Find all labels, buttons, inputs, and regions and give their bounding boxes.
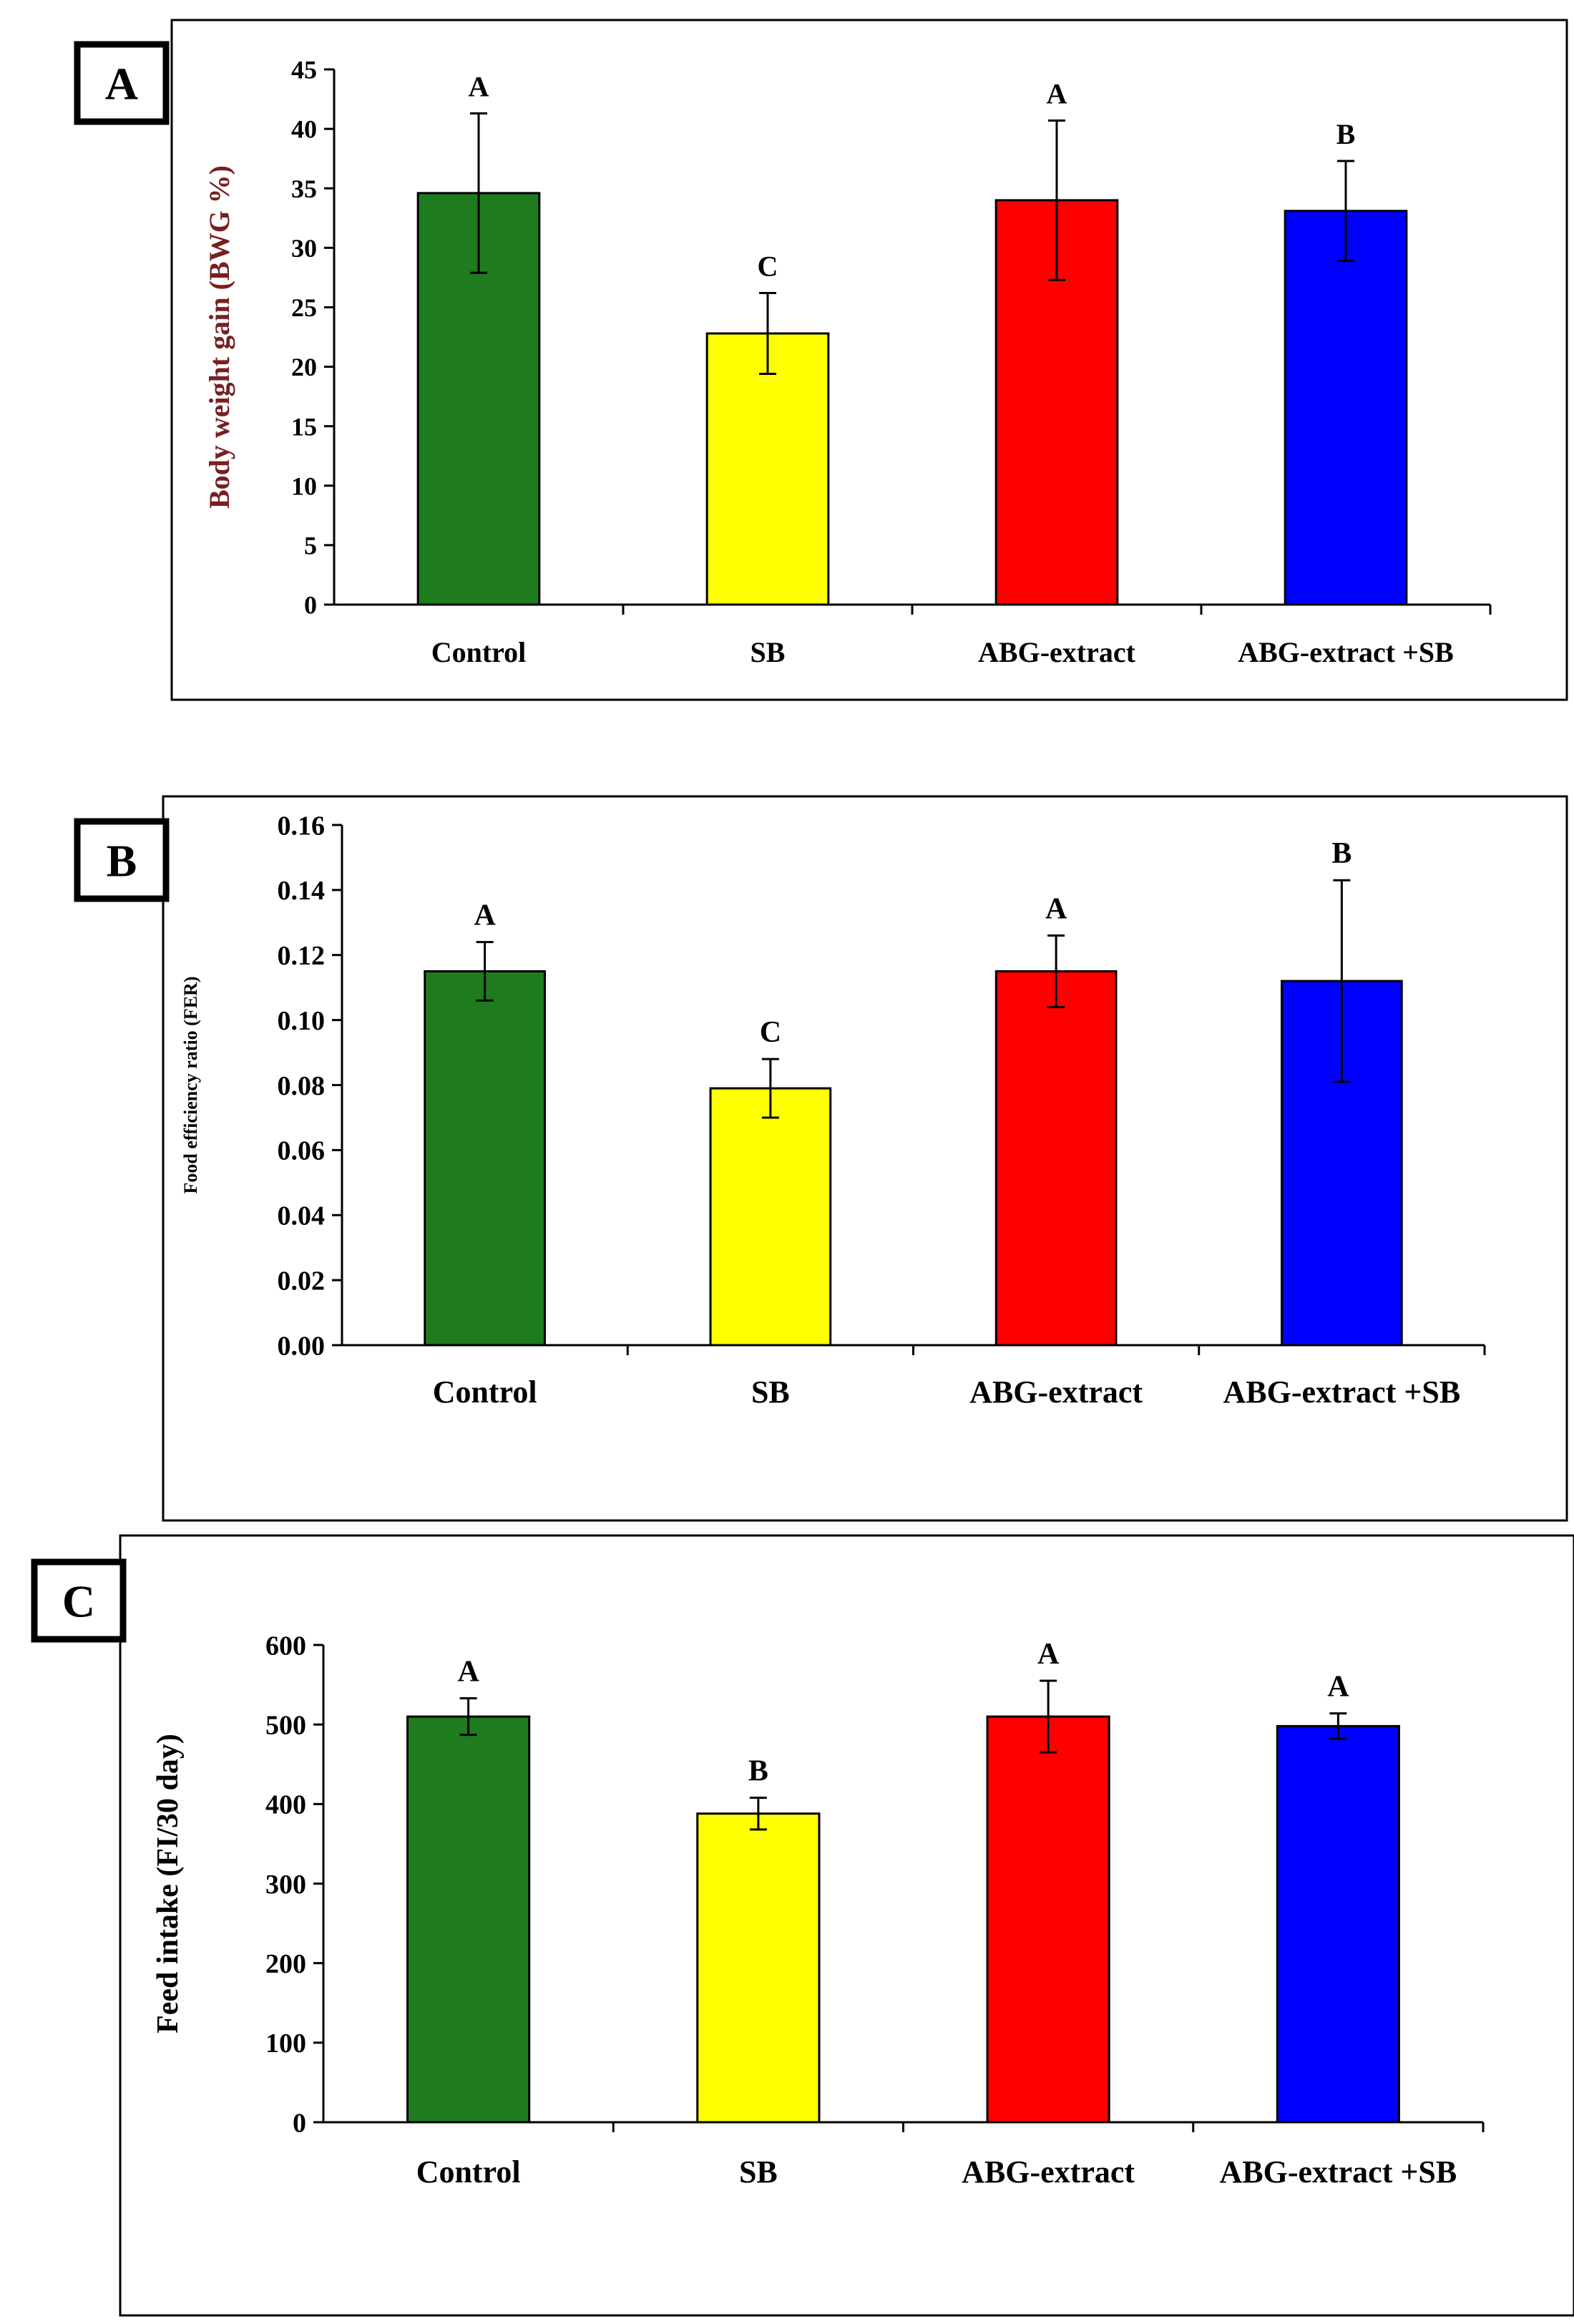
y-axis-label: Feed intake (FI/30 day) — [152, 1734, 185, 2034]
bar-sb — [705, 332, 830, 606]
y-tick-label: 45 — [291, 56, 317, 84]
significance-label: B — [1331, 837, 1351, 870]
significance-label: B — [748, 1754, 768, 1787]
panel-label: B — [107, 835, 137, 886]
y-tick-label: 0.16 — [278, 811, 326, 841]
y-tick-label: 600 — [265, 1631, 306, 1661]
y-tick-label: 0.04 — [278, 1201, 326, 1231]
panel-b: B 0.00 0.02 0.04 0.06 0.08 0.10 0.12 0.14 0.16 Foo… — [74, 795, 1568, 1522]
panel-a: A 0 5 10 15 20 25 30 35 40 45 Body weight gain (BWG… — [74, 19, 1568, 701]
y-tick-label: 100 — [265, 2028, 306, 2059]
significance-label: A — [457, 1655, 479, 1688]
bar-control — [406, 1715, 531, 2124]
y-tick-label: 15 — [291, 412, 317, 441]
bar-abg-extract — [986, 1715, 1110, 2124]
bar-control — [424, 970, 546, 1347]
y-tick-label: 40 — [291, 115, 317, 144]
y-axis-label: Body weight gain (BWG %) — [203, 165, 235, 509]
y-tick-label: 0 — [304, 591, 317, 620]
category-label: ABG-extract +SB — [1219, 2154, 1457, 2189]
significance-label: A — [1045, 892, 1067, 925]
significance-label: A — [1327, 1671, 1349, 1704]
panel-label-box — [74, 41, 170, 125]
y-tick-label: 0.12 — [278, 941, 326, 971]
panel-c: C 0 100 200 300 400 500 600 Feed intake (FI/30 d… — [31, 1534, 1574, 2317]
y-tick-label: 5 — [304, 531, 317, 560]
category-label: Control — [416, 2154, 521, 2189]
y-tick-label: 0.00 — [278, 1331, 326, 1361]
significance-label: A — [1047, 77, 1067, 109]
y-tick-label: 35 — [291, 175, 317, 203]
panel-label-box — [31, 1558, 127, 1643]
category-label: SB — [751, 1375, 790, 1410]
y-tick-label: 10 — [291, 472, 317, 500]
significance-label: C — [760, 1016, 781, 1049]
panel-frame — [119, 1534, 1574, 2317]
panel-label: A — [105, 58, 138, 109]
category-label: ABG-extract +SB — [1238, 636, 1454, 668]
category-label: ABG-extract +SB — [1223, 1375, 1460, 1410]
category-label: ABG-extract — [969, 1375, 1143, 1410]
y-tick-label: 0.02 — [278, 1266, 326, 1296]
y-tick-label: 0 — [293, 2108, 306, 2138]
panel-frame — [162, 795, 1568, 1522]
bar-abg-extract-sb — [1276, 1724, 1400, 2124]
y-tick-label: 300 — [265, 1870, 306, 1900]
y-tick-label: 500 — [265, 1710, 306, 1740]
bar-sb — [709, 1087, 832, 1347]
category-label: Control — [431, 636, 527, 668]
panel-frame — [170, 19, 1568, 701]
bar-sb — [696, 1812, 821, 2124]
category-label: SB — [739, 2154, 778, 2189]
panel-label: C — [62, 1576, 95, 1626]
y-tick-label: 0.10 — [278, 1006, 326, 1036]
y-tick-label: 0.08 — [278, 1071, 326, 1101]
significance-label: A — [469, 71, 489, 103]
y-tick-label: 20 — [291, 353, 317, 381]
y-tick-label: 200 — [265, 1949, 306, 1979]
significance-label: A — [1037, 1638, 1060, 1671]
category-label: ABG-extract — [962, 2154, 1135, 2189]
bar-abg-extract-sb — [1284, 210, 1408, 606]
panel-label-box — [74, 818, 170, 902]
significance-label: A — [474, 899, 496, 932]
category-label: SB — [751, 636, 786, 668]
y-tick-label: 0.14 — [278, 876, 326, 906]
bar-abg-extract — [994, 970, 1118, 1347]
significance-label: B — [1336, 118, 1356, 150]
y-axis-label: Food efficiency ratio (FER) — [180, 977, 201, 1194]
significance-label: C — [758, 250, 778, 282]
y-tick-label: 30 — [291, 234, 317, 263]
category-label: Control — [433, 1375, 537, 1410]
y-tick-label: 0.06 — [278, 1136, 326, 1166]
category-label: ABG-extract — [978, 636, 1136, 668]
y-tick-label: 400 — [265, 1790, 306, 1820]
y-tick-label: 25 — [291, 293, 317, 322]
